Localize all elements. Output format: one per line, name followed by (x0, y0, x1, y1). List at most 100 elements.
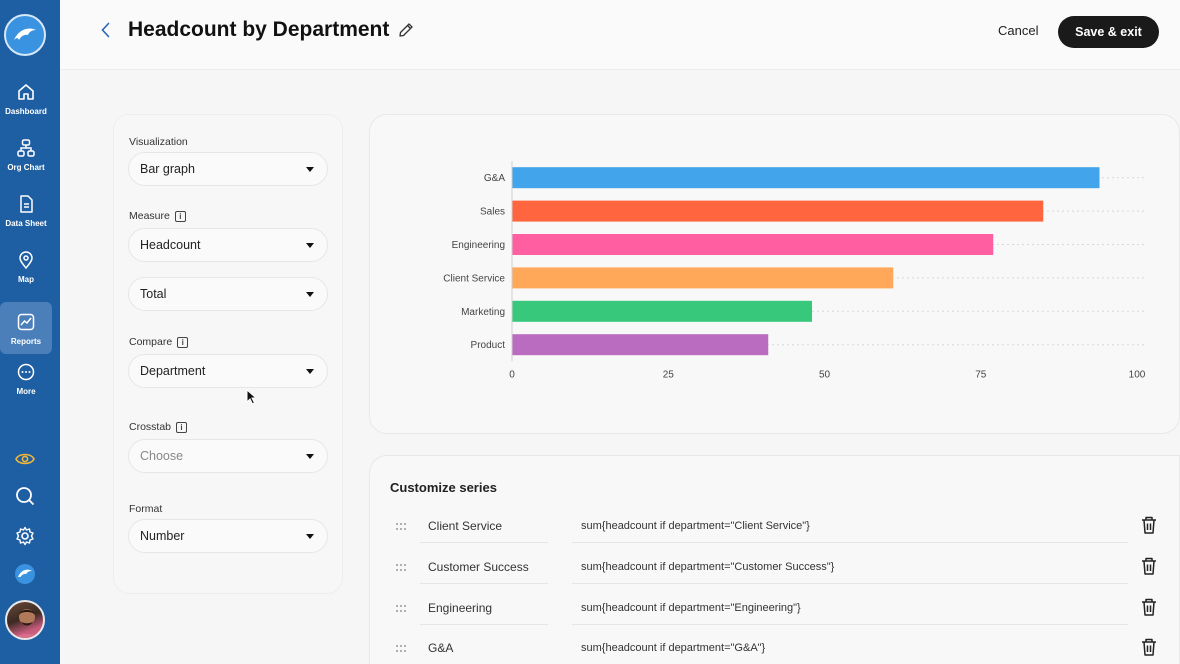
crosstab-select[interactable]: Choose (128, 439, 328, 473)
nav-label: Data Sheet (5, 218, 47, 228)
series-formula-field[interactable]: sum{headcount if department="Client Serv… (572, 509, 1128, 543)
edit-pencil-icon[interactable] (397, 21, 417, 41)
gear-icon[interactable] (12, 523, 38, 549)
category-label: Marketing (461, 307, 505, 318)
nav-dashboard[interactable]: Dashboard (0, 72, 52, 124)
nav-label: Map (18, 274, 34, 284)
visualization-select[interactable]: Bar graph (128, 152, 328, 186)
visualization-label-text: Visualization (129, 136, 188, 148)
eye-icon[interactable] (12, 446, 38, 472)
document-icon (15, 193, 37, 215)
caret-down-icon (306, 243, 314, 248)
series-row: Client Service sum{headcount if departme… (390, 509, 1180, 545)
caret-down-icon (306, 534, 314, 539)
x-tick-label: 0 (509, 369, 515, 380)
caret-down-icon (306, 369, 314, 374)
drag-handle-icon[interactable] (395, 602, 407, 614)
bar-chart: G&A Sales Engineering Client Service Marketi… (443, 161, 1147, 380)
compare-label-text: Compare (129, 336, 173, 348)
series-formula-field[interactable]: sum{headcount if department="Customer Su… (572, 550, 1128, 584)
series-name-field[interactable]: G&A (420, 631, 548, 664)
drag-handle-icon[interactable] (395, 561, 407, 573)
category-label: Engineering (452, 240, 505, 251)
nav-reports[interactable]: Reports (0, 302, 52, 354)
caret-down-icon (306, 292, 314, 297)
series-name-field[interactable]: Customer Success (420, 550, 548, 584)
info-icon[interactable]: i (176, 421, 188, 433)
x-tick-label: 100 (1129, 369, 1146, 380)
category-label: Client Service (443, 273, 505, 284)
more-icon (15, 361, 37, 383)
customize-series-card: Customize series Client Service sum{head… (369, 455, 1180, 664)
measure-select[interactable]: Headcount (128, 228, 328, 262)
bar (512, 300, 812, 322)
org-chart-icon (15, 137, 37, 159)
bar (512, 334, 769, 356)
map-pin-icon (15, 249, 37, 271)
trash-icon[interactable] (1140, 556, 1158, 576)
customize-series-title: Customize series (390, 480, 497, 495)
avatar[interactable] (5, 600, 45, 640)
caret-down-icon (306, 454, 314, 459)
aggregate-select[interactable]: Total (128, 277, 328, 311)
info-icon[interactable]: i (174, 210, 186, 222)
series-row: Customer Success sum{headcount if depart… (390, 550, 1180, 586)
series-name-field[interactable]: Client Service (420, 509, 548, 543)
nav-label: More (16, 386, 36, 396)
visualization-value: Bar graph (140, 162, 195, 176)
nav-more[interactable]: More (0, 352, 52, 404)
cancel-button[interactable]: Cancel (998, 23, 1039, 38)
crosstab-placeholder: Choose (140, 449, 184, 463)
aggregate-value: Total (140, 287, 167, 301)
format-value: Number (140, 529, 185, 543)
bar (512, 267, 894, 289)
trash-icon[interactable] (1140, 515, 1158, 535)
bar (512, 234, 994, 255)
nav-data-sheet[interactable]: Data Sheet (0, 184, 52, 236)
drag-handle-icon[interactable] (395, 642, 407, 654)
drag-handle-icon[interactable] (395, 520, 407, 532)
bar (512, 167, 1100, 189)
series-row: Engineering sum{headcount if department=… (390, 591, 1180, 627)
chart-card: G&A Sales Engineering Client Service Marketi… (369, 114, 1180, 434)
series-formula-field[interactable]: sum{headcount if department="Engineering… (572, 591, 1128, 625)
report-settings-panel: Visualization Bar graph Measure i Headco… (113, 114, 343, 594)
format-select[interactable]: Number (128, 519, 328, 553)
crosstab-label: Crosstab i (129, 421, 188, 433)
format-label-text: Format (129, 503, 163, 515)
nav-label: Dashboard (5, 106, 47, 116)
save-exit-button[interactable]: Save & exit (1058, 16, 1159, 48)
compare-value: Department (140, 364, 206, 378)
dolphin-icon[interactable] (12, 561, 38, 587)
search-icon[interactable] (12, 483, 38, 509)
sidebar: Dashboard Org Chart Data Sheet Map Repor… (0, 0, 60, 664)
nav-org-chart[interactable]: Org Chart (0, 128, 52, 180)
category-label: Product (471, 340, 506, 351)
compare-select[interactable]: Department (128, 354, 328, 388)
nav-map[interactable]: Map (0, 240, 52, 292)
measure-label: Measure i (129, 210, 186, 222)
header: Headcount by Department Cancel Save & ex… (60, 0, 1180, 70)
measure-value: Headcount (140, 238, 201, 252)
crosstab-label-text: Crosstab (129, 421, 172, 433)
x-tick-label: 50 (819, 369, 831, 380)
caret-down-icon (306, 167, 314, 172)
dolphin-logo-icon[interactable] (4, 14, 46, 56)
category-label: G&A (484, 173, 505, 184)
x-tick-label: 25 (663, 369, 675, 380)
reports-icon (15, 311, 37, 333)
back-chevron-icon[interactable] (96, 20, 116, 40)
trash-icon[interactable] (1140, 597, 1158, 617)
mouse-cursor-icon (246, 388, 258, 405)
series-row: G&A sum{headcount if department="G&A"} (390, 631, 1180, 664)
bar (512, 200, 1044, 222)
series-name-field[interactable]: Engineering (420, 591, 548, 625)
measure-label-text: Measure (129, 210, 170, 222)
format-label: Format (129, 503, 162, 515)
nav-label: Reports (10, 336, 42, 346)
trash-icon[interactable] (1140, 637, 1158, 657)
series-formula-field[interactable]: sum{headcount if department="G&A"} (572, 631, 1128, 664)
x-tick-label: 75 (975, 369, 987, 380)
visualization-label: Visualization (129, 136, 188, 148)
info-icon[interactable]: i (177, 336, 189, 348)
